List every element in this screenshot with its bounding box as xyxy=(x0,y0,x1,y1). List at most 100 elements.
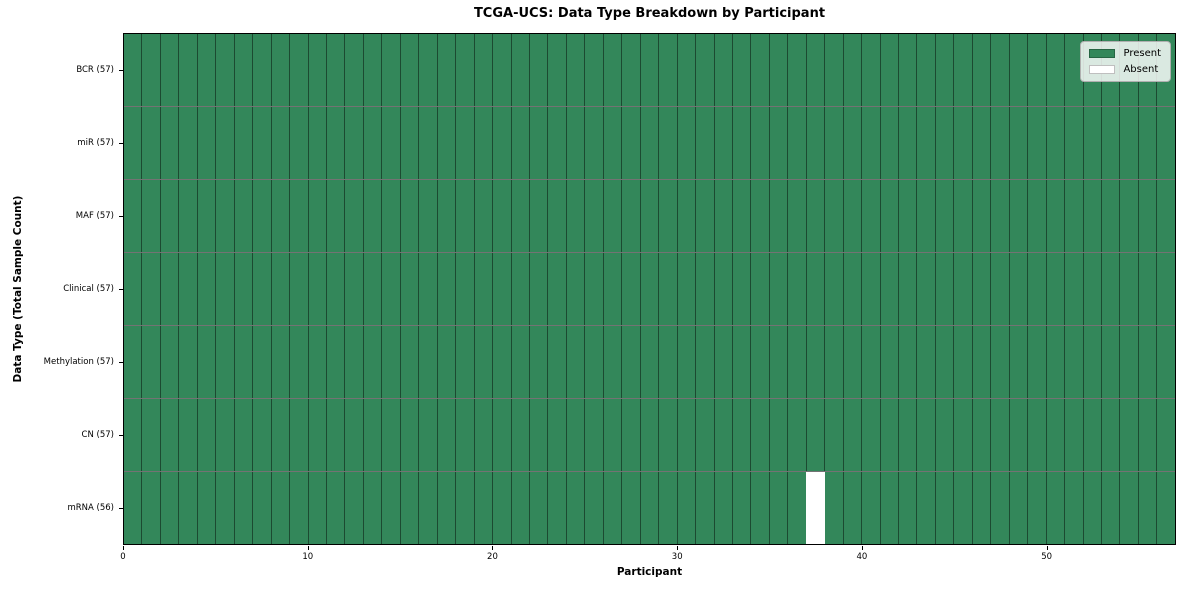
heatmap-cell xyxy=(1028,472,1047,544)
heatmap-cell xyxy=(511,399,530,471)
heatmap-cell xyxy=(308,253,327,325)
heatmap-cell xyxy=(566,180,586,252)
heatmap-cell xyxy=(862,326,881,398)
heatmap-cell xyxy=(234,326,254,398)
heatmap-cell xyxy=(160,399,180,471)
heatmap-cell xyxy=(474,253,494,325)
heatmap-row-mRNA xyxy=(124,472,1175,544)
heatmap-cell xyxy=(1102,472,1121,544)
heatmap-cell xyxy=(788,399,807,471)
heatmap-cell xyxy=(419,180,438,252)
heatmap-cell xyxy=(493,326,512,398)
heatmap-cell xyxy=(751,34,770,106)
heatmap-cell xyxy=(271,34,291,106)
heatmap-cell xyxy=(1065,180,1084,252)
heatmap-cell xyxy=(935,326,955,398)
heatmap-cell xyxy=(862,107,881,179)
heatmap-cell xyxy=(880,472,900,544)
heatmap-cell xyxy=(290,180,309,252)
heatmap-cell xyxy=(714,326,733,398)
heatmap-cell xyxy=(474,107,494,179)
heatmap-cell xyxy=(640,326,660,398)
heatmap-cell xyxy=(732,180,752,252)
heatmap-cell xyxy=(1046,472,1066,544)
heatmap-cell xyxy=(917,180,936,252)
heatmap-cell xyxy=(437,399,457,471)
heatmap-cell xyxy=(751,472,770,544)
y-tick-mark xyxy=(119,69,123,71)
heatmap-cell xyxy=(345,253,364,325)
heatmap-cell xyxy=(788,472,807,544)
heatmap-cell xyxy=(548,253,567,325)
heatmap-cell xyxy=(880,34,900,106)
heatmap-cell xyxy=(659,399,678,471)
legend: Present Absent xyxy=(1080,41,1171,82)
heatmap-cell xyxy=(972,180,992,252)
heatmap-cell xyxy=(493,107,512,179)
heatmap-cell xyxy=(622,34,641,106)
heatmap-cell xyxy=(234,253,254,325)
heatmap-cell xyxy=(179,107,198,179)
heatmap-cell xyxy=(954,180,973,252)
heatmap-cell xyxy=(972,34,992,106)
heatmap-cell xyxy=(493,399,512,471)
heatmap-cell xyxy=(1046,326,1066,398)
heatmap-grid xyxy=(124,34,1175,544)
heatmap-cell xyxy=(825,34,844,106)
heatmap-cell xyxy=(253,107,272,179)
heatmap-cell xyxy=(437,326,457,398)
heatmap-cell xyxy=(954,472,973,544)
heatmap-row-MAF xyxy=(124,180,1175,253)
heatmap-cell xyxy=(290,34,309,106)
heatmap-cell xyxy=(124,399,143,471)
heatmap-cell xyxy=(843,472,863,544)
heatmap-cell xyxy=(751,107,770,179)
heatmap-cell xyxy=(1138,326,1158,398)
heatmap-cell xyxy=(179,399,198,471)
heatmap-cell xyxy=(400,180,420,252)
heatmap-cell xyxy=(843,180,863,252)
heatmap-cell xyxy=(308,326,327,398)
heatmap-cell xyxy=(179,472,198,544)
heatmap-cell xyxy=(160,326,180,398)
heatmap-cell xyxy=(788,34,807,106)
heatmap-cell xyxy=(197,180,217,252)
heatmap-cell xyxy=(640,180,660,252)
heatmap-cell xyxy=(677,472,697,544)
heatmap-cell xyxy=(419,253,438,325)
heatmap-cell xyxy=(511,180,530,252)
heatmap-cell xyxy=(253,472,272,544)
heatmap-cell xyxy=(825,107,844,179)
heatmap-cell xyxy=(1009,180,1029,252)
heatmap-cell xyxy=(732,326,752,398)
heatmap-cell xyxy=(326,34,346,106)
heatmap-cell xyxy=(1157,399,1175,471)
heatmap-cell xyxy=(345,326,364,398)
heatmap-cell xyxy=(529,253,549,325)
heatmap-cell xyxy=(493,253,512,325)
heatmap-cell xyxy=(474,326,494,398)
heatmap-cell xyxy=(825,180,844,252)
heatmap-cell xyxy=(566,34,586,106)
heatmap-cell xyxy=(1083,472,1103,544)
heatmap-cell xyxy=(622,326,641,398)
heatmap-cell xyxy=(160,472,180,544)
heatmap-cell xyxy=(585,107,604,179)
heatmap-cell xyxy=(400,326,420,398)
y-tick-label-mRNA: mRNA (56) xyxy=(67,503,114,514)
y-tick-label-MAF: MAF (57) xyxy=(75,210,114,221)
heatmap-cell xyxy=(603,34,623,106)
heatmap-cell xyxy=(751,253,770,325)
heatmap-cell xyxy=(714,180,733,252)
heatmap-cell xyxy=(216,107,235,179)
heatmap-cell xyxy=(732,107,752,179)
heatmap-cell xyxy=(326,253,346,325)
heatmap-cell xyxy=(326,180,346,252)
heatmap-cell xyxy=(585,253,604,325)
heatmap-cell xyxy=(585,472,604,544)
heatmap-cell xyxy=(972,326,992,398)
heatmap-cell xyxy=(917,326,936,398)
heatmap-cell xyxy=(1009,472,1029,544)
heatmap-cell xyxy=(659,180,678,252)
heatmap-cell xyxy=(197,326,217,398)
